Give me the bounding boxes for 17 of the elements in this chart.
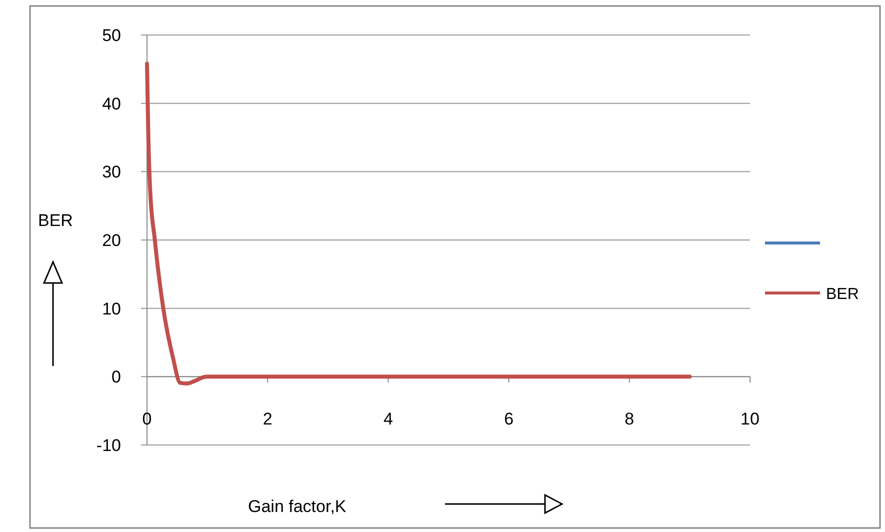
x-tick-label: 4 [383, 410, 393, 429]
y-tick-label: 30 [102, 162, 121, 182]
y-tick-label: 0 [112, 368, 121, 387]
x-tick-label: 10 [740, 410, 760, 429]
y-tick-label: -10 [96, 436, 121, 455]
y-tick-label: 40 [102, 94, 121, 114]
x-tick-label: 0 [142, 410, 152, 429]
x-tick-label: 6 [504, 410, 514, 429]
line-series [145, 62, 692, 386]
x-tick-label: 8 [624, 410, 634, 429]
x-tick-label: 2 [262, 410, 272, 429]
legend-label: BER [826, 286, 859, 303]
x-axis-title: Gain factor,K [248, 497, 347, 516]
y-tick-label: 20 [102, 231, 121, 250]
y-tick-label: 50 [102, 26, 121, 45]
y-tick-label: 10 [102, 299, 121, 318]
y-axis-title: BER [38, 211, 73, 230]
